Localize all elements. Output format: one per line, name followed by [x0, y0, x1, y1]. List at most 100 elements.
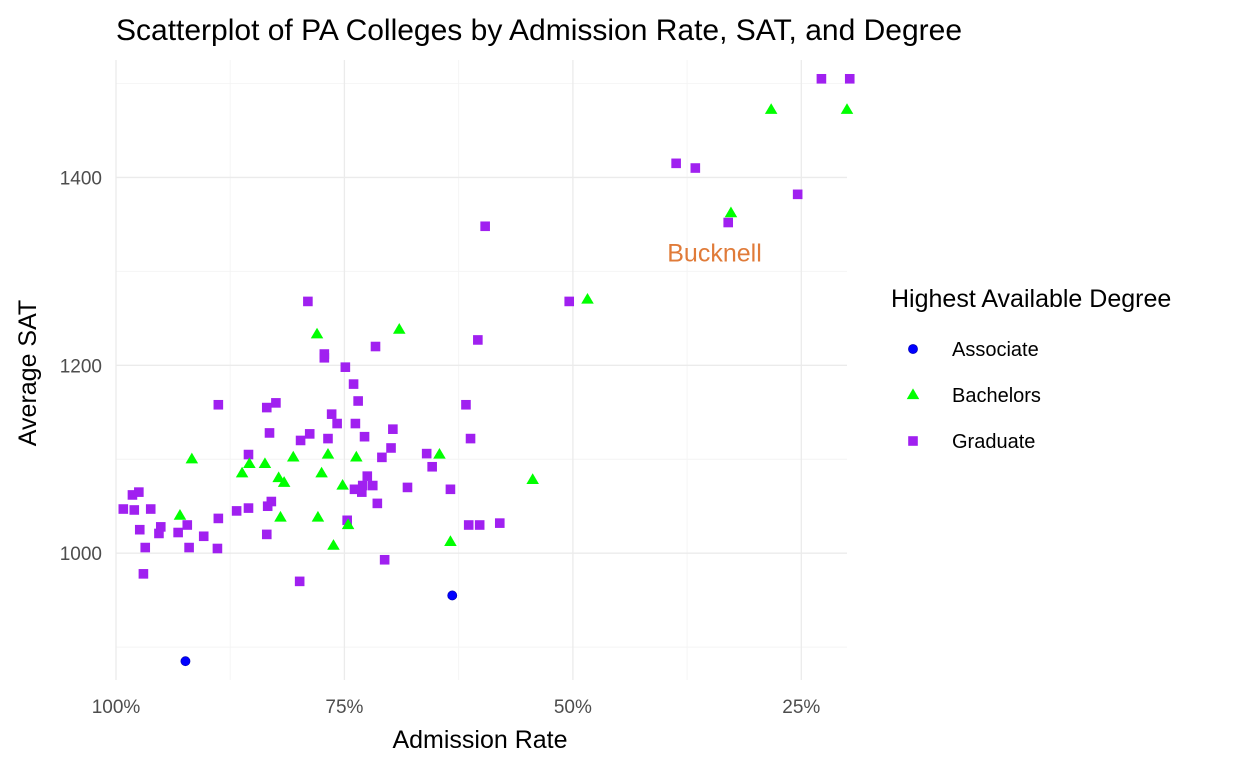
point-graduate	[445, 484, 456, 495]
point-bachelors	[315, 466, 328, 478]
point-graduate	[372, 498, 383, 509]
point-bachelors	[433, 447, 446, 459]
point-graduate	[463, 520, 474, 530]
point-graduate	[816, 73, 827, 84]
point-graduate	[340, 362, 351, 372]
point-graduate	[844, 73, 855, 84]
point-graduate	[357, 480, 368, 491]
point-graduate	[362, 471, 373, 481]
point-graduate	[723, 217, 734, 228]
point-bachelors	[274, 510, 287, 522]
x-axis-title: Admission Rate	[392, 726, 567, 754]
point-graduate	[231, 506, 242, 516]
point-graduate	[370, 341, 381, 352]
legend-title: Highest Available Degree	[891, 285, 1171, 313]
point-graduate	[359, 431, 370, 442]
point-bachelors	[277, 476, 291, 487]
point-bachelors	[581, 292, 594, 304]
point-bachelors	[392, 323, 406, 334]
x-tick-label: 75%	[325, 697, 363, 718]
point-bachelors	[321, 447, 335, 459]
legend-key-bachelors	[906, 388, 920, 400]
point-graduate	[332, 418, 342, 429]
point-graduate	[421, 448, 432, 459]
x-tick-label: 100%	[92, 697, 141, 718]
point-graduate	[213, 399, 224, 410]
legend-key-graduate	[908, 436, 918, 446]
annotation-label: Bucknell	[667, 240, 762, 268]
point-graduate	[243, 503, 254, 513]
point-bachelors	[235, 466, 249, 478]
x-tick-labels: 100% 75% 50% 25%	[92, 697, 821, 718]
point-graduate	[154, 528, 164, 539]
point-bachelors	[444, 535, 457, 547]
x-tick-label: 50%	[554, 697, 592, 718]
point-graduate	[127, 490, 138, 500]
point-graduate	[473, 335, 483, 345]
point-bachelors	[341, 518, 355, 530]
point-graduate	[140, 542, 151, 553]
y-tick-label: 1000	[60, 544, 102, 565]
point-graduate	[303, 296, 313, 307]
point-bachelors	[336, 478, 349, 490]
annotations: Bucknell	[667, 240, 762, 268]
point-associate	[180, 656, 191, 667]
point-graduate	[353, 396, 363, 406]
point-graduate	[261, 529, 272, 540]
point-bachelors	[350, 450, 363, 462]
point-graduate	[323, 433, 333, 444]
grid	[115, 60, 847, 680]
point-graduate	[213, 513, 224, 524]
point-graduate	[155, 522, 166, 532]
point-graduate	[295, 435, 306, 446]
point-graduate	[138, 569, 149, 579]
point-graduate	[461, 399, 471, 410]
legend: Highest Available Degree Associate Bachel…	[891, 285, 1171, 453]
point-graduate	[294, 576, 305, 587]
y-tick-label: 1400	[60, 168, 102, 189]
y-tick-label: 1200	[60, 356, 102, 377]
point-bachelors	[243, 457, 256, 469]
point-graduate	[134, 524, 145, 535]
point-bachelors	[185, 452, 199, 464]
x-tick-label: 25%	[782, 697, 820, 718]
point-bachelors	[173, 509, 187, 520]
point-graduate	[129, 505, 140, 515]
point-graduate	[465, 433, 476, 444]
point-bachelors	[310, 327, 324, 339]
point-associate	[447, 590, 458, 601]
point-graduate	[319, 352, 330, 363]
point-graduate	[480, 221, 490, 232]
point-bachelors	[286, 450, 300, 462]
point-graduate	[182, 520, 193, 530]
point-graduate	[262, 501, 273, 512]
point-graduate	[271, 398, 281, 408]
point-bachelors	[840, 103, 854, 114]
point-bachelors	[526, 473, 539, 485]
point-graduate	[367, 480, 378, 491]
point-graduate	[348, 379, 359, 389]
y-axis-title: Average SAT	[14, 300, 42, 446]
point-graduate	[494, 518, 505, 528]
point-graduate	[427, 461, 437, 472]
point-graduate	[388, 424, 398, 434]
point-graduate	[402, 482, 413, 493]
point-bachelors	[764, 103, 778, 114]
point-graduate	[690, 163, 701, 173]
point-bachelors	[327, 539, 340, 550]
point-graduate	[212, 543, 223, 554]
point-graduate	[474, 520, 485, 530]
point-graduate	[198, 531, 209, 542]
legend-key-associate	[908, 344, 918, 354]
point-graduate	[671, 158, 681, 169]
legend-label-associate: Associate	[952, 339, 1039, 361]
point-graduate	[349, 484, 360, 495]
point-bachelors	[272, 471, 285, 483]
point-graduate	[792, 189, 803, 200]
point-graduate	[243, 449, 254, 460]
point-graduate	[379, 554, 390, 565]
point-graduate	[356, 487, 367, 497]
chart-title: Scatterplot of PA Colleges by Admission …	[116, 14, 962, 47]
point-graduate	[264, 428, 275, 438]
point-bachelors	[311, 510, 325, 522]
